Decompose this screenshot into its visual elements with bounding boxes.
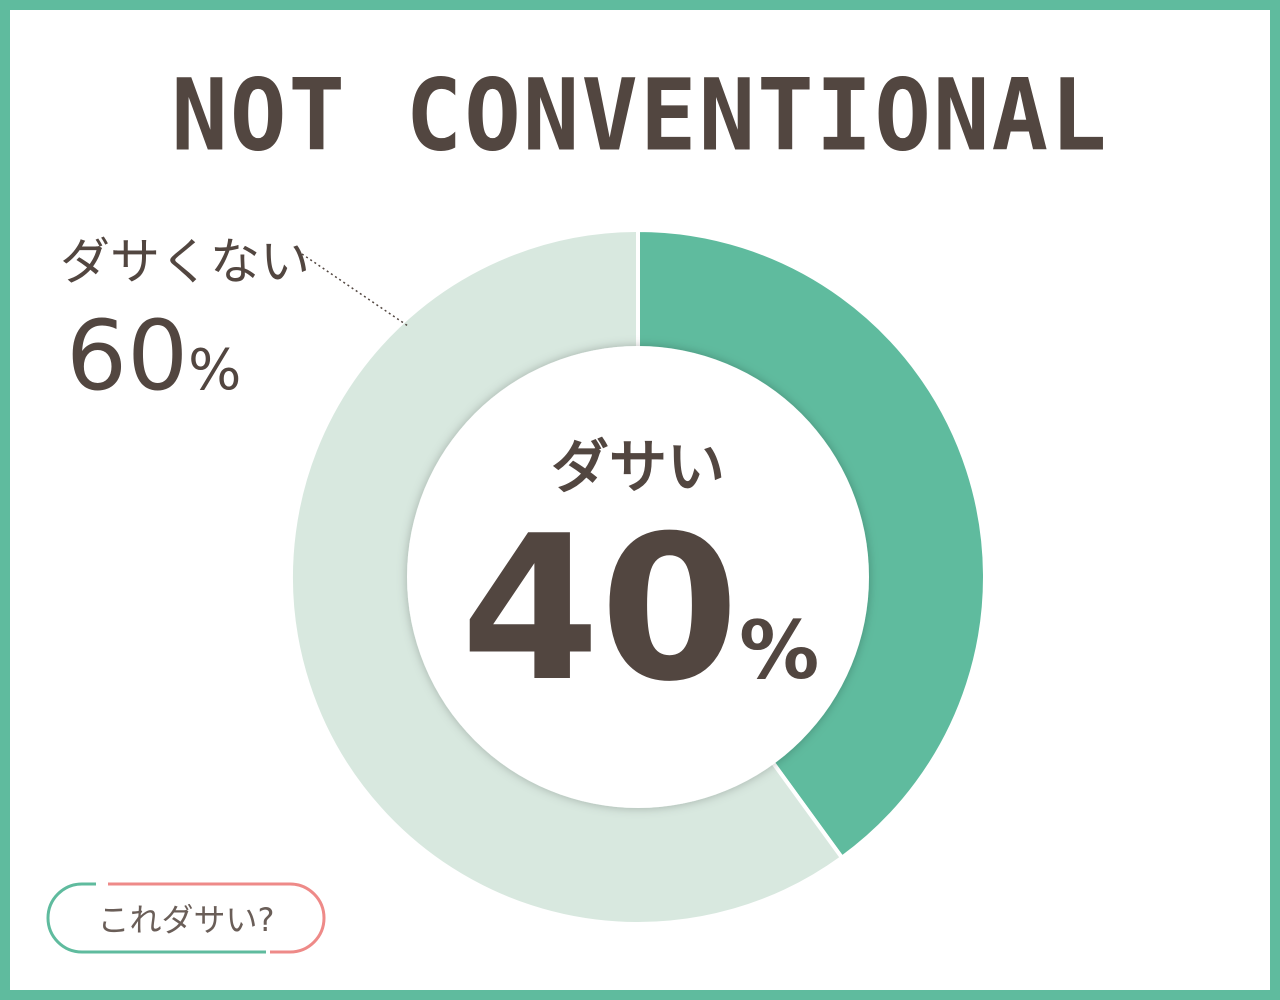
label-dasai-value: 40% [460,510,820,710]
unit-text: % [188,338,242,403]
value-text: 40 [460,493,740,726]
badge-text: これダサい? [97,901,275,939]
leader-line [301,253,409,327]
unit-text: % [739,604,820,697]
value-text: 60 [66,300,189,412]
label-dasai-name: ダサい [550,433,725,501]
page-title: NOT CONVENTIONAL [171,59,1109,174]
donut-hole [407,346,869,808]
label-not-dasai-name: ダサくない [60,233,310,291]
question-badge: これダサい? [46,882,326,954]
label-not-dasai-value: 60% [66,300,241,412]
